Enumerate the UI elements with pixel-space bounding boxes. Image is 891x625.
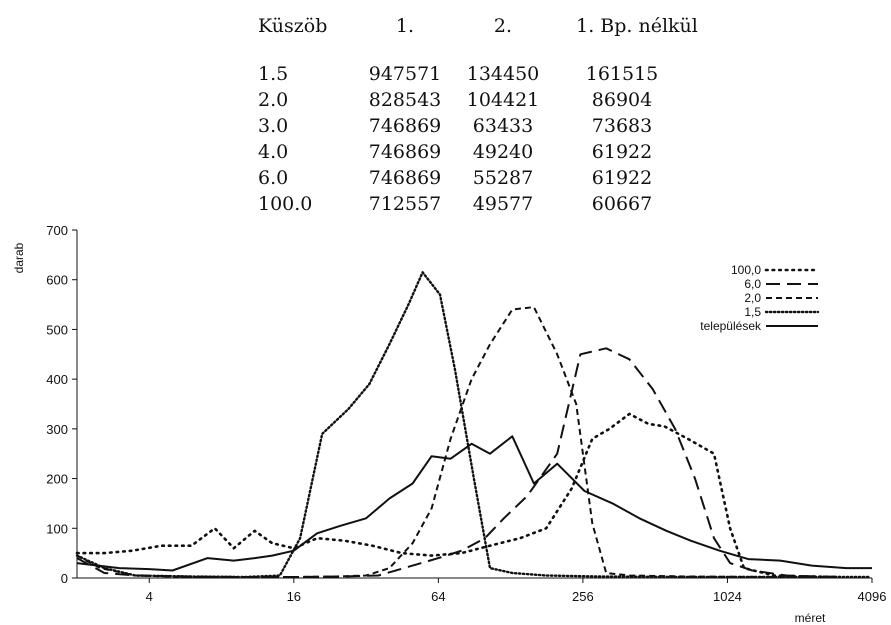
table-cell: 712557 [369,193,442,215]
x-tick-label: 4 [146,589,153,604]
table-cell: 61922 [592,167,652,189]
series-line [76,435,872,572]
series-line [75,412,841,579]
table-cell: 746869 [369,167,442,189]
axes: 0 100 200 300 400 500 600 700 4 16 64 256 1024 4096 da… [12,223,886,625]
legend-label: 100,0 [731,263,761,277]
table-cell: 746869 [369,141,442,163]
table-cell: 55287 [473,167,533,189]
table-cell: 746869 [369,115,442,137]
legend-label: 2,0 [744,291,761,305]
y-tick-label: 400 [46,372,68,387]
y-tick-label: 700 [46,223,68,238]
table-cell: 100.0 [258,193,312,215]
table-cell: 1.5 [258,63,288,85]
x-tick-label: 4096 [858,589,887,604]
table-cell: 60667 [592,193,652,215]
y-axis-label: darab [12,242,26,273]
table-cell: 49577 [473,193,533,215]
table-header-cell: Küszöb [258,15,327,37]
y-tick-label: 0 [61,571,68,586]
legend-label: települések [700,319,762,333]
table-cell: 61922 [592,141,652,163]
table-header-cell: 2. [494,15,512,37]
table-header-cell: 1. [396,15,414,37]
table-cell: 161515 [586,63,659,85]
y-tick-label: 600 [46,273,68,288]
table-cell: 3.0 [258,115,288,137]
x-tick-label: 1024 [713,589,742,604]
y-tick-label: 100 [46,521,68,536]
y-tick-label: 300 [46,422,68,437]
series-line [76,306,840,578]
x-axis-label: méret [795,611,826,625]
table-cell: 86904 [592,89,652,111]
y-tick-label: 200 [46,472,68,487]
x-tick-label: 16 [287,589,301,604]
y-tick-label: 500 [46,322,68,337]
table-cell: 63433 [473,115,533,137]
table-cell: 73683 [592,115,652,137]
x-tick-label: 256 [572,589,594,604]
series-line [75,271,871,579]
table-cell: 6.0 [258,167,288,189]
table-cell: 828543 [369,89,442,111]
table-cell: 49240 [473,141,533,163]
table-cell: 947571 [369,63,442,85]
table-cell: 4.0 [258,141,288,163]
table-header-cell: 1. Bp. nélkül [576,15,698,37]
table-cell: 134450 [467,63,540,85]
legend-label: 1,5 [744,305,761,319]
data-table: Küszöb 1. 2. 1. Bp. nélkül 1.5 947571 134450 16… [258,15,698,215]
legend-label: 6,0 [744,277,761,291]
series-lines [75,271,872,579]
series-line [76,347,840,578]
table-cell: 104421 [467,89,540,111]
x-tick-label: 64 [431,589,445,604]
table-cell: 2.0 [258,89,288,111]
